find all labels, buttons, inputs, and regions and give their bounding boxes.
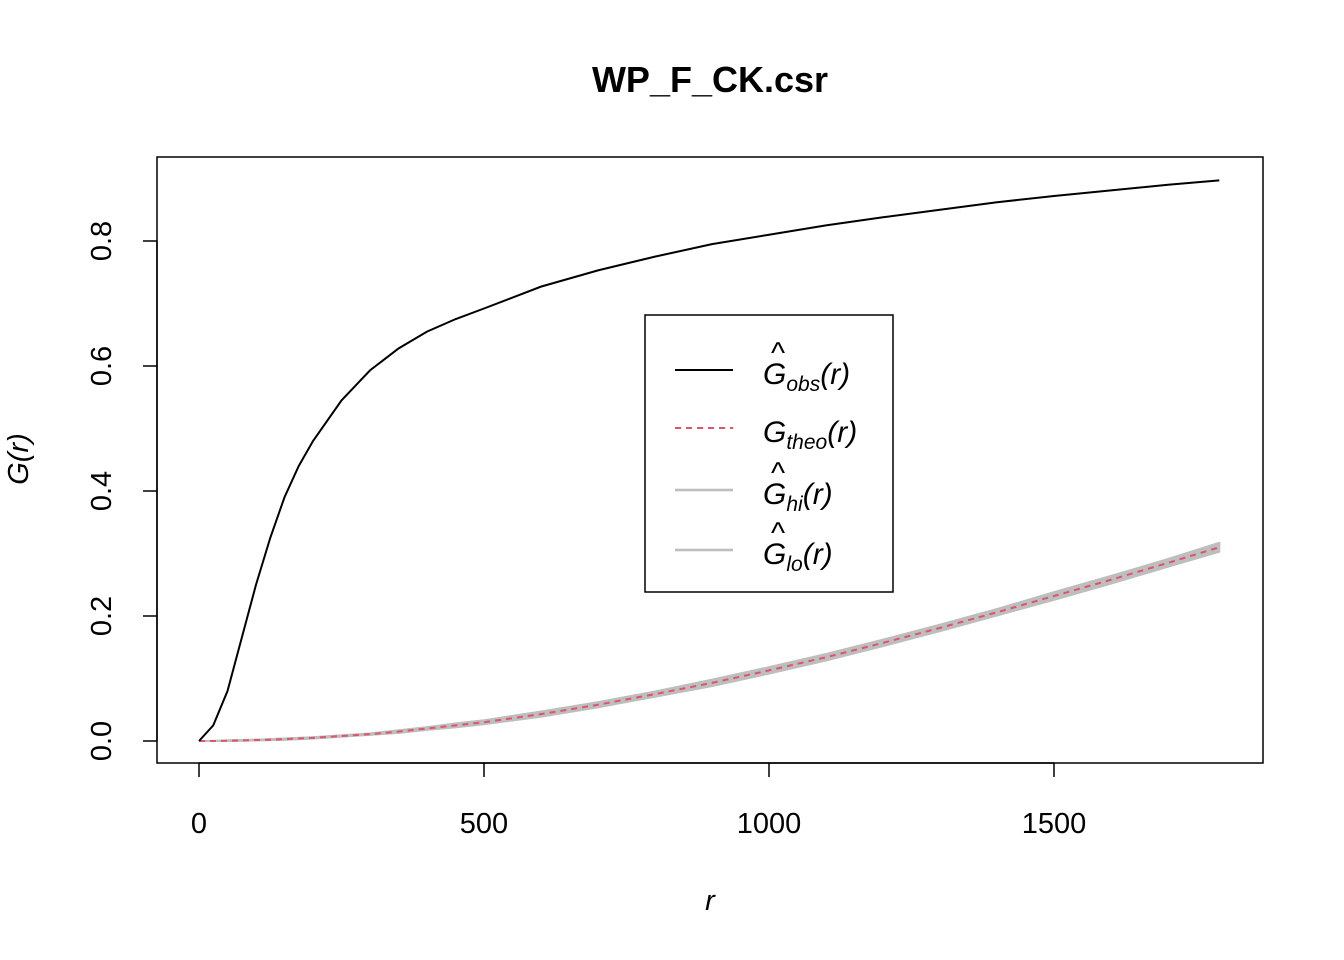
series-line-theo: [199, 546, 1220, 742]
series-line-obs: [198, 179, 1220, 742]
y-tick-label: 0.4: [86, 471, 118, 511]
y-tick-label: 0.2: [86, 596, 118, 636]
x-tick-label: 0: [191, 808, 207, 840]
x-axis-label: r: [705, 885, 716, 917]
legend-label-lo: Glo(r): [763, 538, 833, 576]
y-axis: 0.0 0.2 0.4 0.6 0.8: [86, 221, 158, 761]
y-tick-label: 0.6: [86, 346, 118, 386]
legend-hat-hi: ^: [771, 457, 785, 490]
y-tick-label: 0.0: [86, 721, 118, 761]
series-layer: [198, 179, 1221, 742]
y-axis-label: G(r): [3, 433, 35, 485]
legend-label-theo: Gtheo(r): [763, 416, 857, 454]
y-tick-label: 0.8: [86, 221, 118, 261]
x-tick-label: 1500: [1022, 808, 1087, 840]
y-axis-label-group: G(r): [3, 433, 35, 485]
legend-hat-lo: ^: [771, 517, 785, 550]
x-axis: 0 500 1000 1500: [191, 762, 1087, 840]
x-tick-label: 500: [460, 808, 508, 840]
legend-hat-obs: ^: [771, 337, 785, 370]
series-line-lo: [199, 550, 1220, 742]
chart-title: WP_F_CK.csr: [592, 59, 828, 100]
legend-box: [644, 314, 894, 593]
x-tick-label: 1000: [737, 808, 802, 840]
legend-label-obs: Gobs(r): [763, 358, 850, 396]
legend: Gobs(r)^Gtheo(r)Ghi(r)^Glo(r)^: [644, 314, 894, 593]
legend-label-hi: Ghi(r): [763, 478, 833, 516]
